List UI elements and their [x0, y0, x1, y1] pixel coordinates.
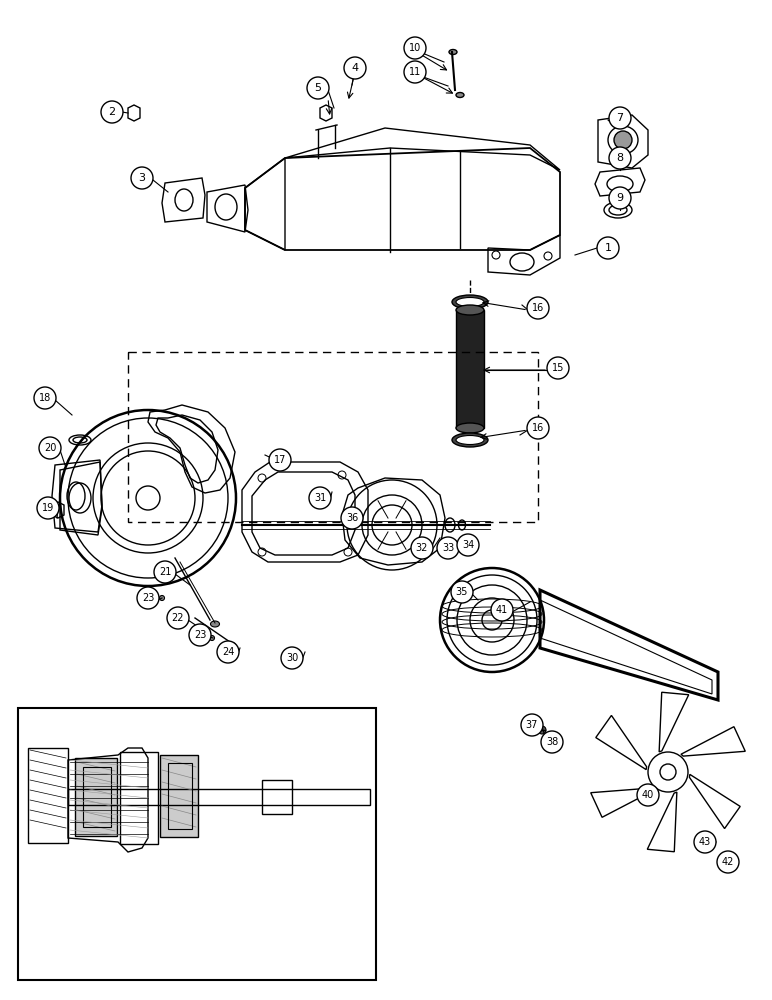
Text: 15: 15: [552, 363, 564, 373]
Text: 23: 23: [142, 593, 154, 603]
Text: 40: 40: [642, 790, 654, 800]
Ellipse shape: [456, 298, 484, 306]
Circle shape: [269, 449, 291, 471]
Bar: [128, 352, 538, 522]
Text: 10: 10: [409, 43, 421, 53]
Ellipse shape: [209, 636, 215, 641]
Ellipse shape: [449, 49, 457, 54]
Text: 20: 20: [44, 443, 56, 453]
Text: 22: 22: [171, 613, 185, 623]
Text: 43: 43: [699, 837, 711, 847]
Text: 21: 21: [159, 567, 171, 577]
Circle shape: [541, 731, 563, 753]
Circle shape: [521, 714, 543, 736]
Bar: [83, 767, 111, 827]
Text: 30: 30: [286, 653, 298, 663]
Circle shape: [609, 187, 631, 209]
Circle shape: [609, 147, 631, 169]
Circle shape: [309, 487, 331, 509]
Circle shape: [491, 599, 513, 621]
Text: 9: 9: [616, 193, 624, 203]
Circle shape: [637, 784, 659, 806]
Circle shape: [411, 537, 433, 559]
Circle shape: [437, 537, 459, 559]
Circle shape: [281, 647, 303, 669]
Text: 16: 16: [532, 423, 544, 433]
Bar: [456, 310, 484, 428]
Text: 4: 4: [351, 63, 358, 73]
Text: 23: 23: [194, 630, 206, 640]
Ellipse shape: [614, 131, 632, 149]
Text: 17: 17: [274, 455, 286, 465]
Text: 8: 8: [616, 153, 624, 163]
Text: 19: 19: [42, 503, 54, 513]
Ellipse shape: [229, 643, 235, 648]
Bar: [28, 748, 68, 843]
Circle shape: [527, 297, 549, 319]
Ellipse shape: [211, 621, 219, 627]
Text: 24: 24: [222, 647, 234, 657]
Ellipse shape: [456, 305, 484, 315]
Circle shape: [217, 641, 239, 663]
Text: 5: 5: [314, 83, 321, 93]
Circle shape: [39, 437, 61, 459]
Circle shape: [137, 587, 159, 609]
Ellipse shape: [728, 855, 736, 861]
Bar: [120, 752, 158, 844]
Circle shape: [167, 607, 189, 629]
Circle shape: [547, 357, 569, 379]
Circle shape: [457, 534, 479, 556]
Ellipse shape: [452, 433, 488, 447]
Bar: [68, 789, 370, 805]
Text: 7: 7: [616, 113, 624, 123]
Circle shape: [694, 831, 716, 853]
Circle shape: [451, 581, 473, 603]
Text: 2: 2: [108, 107, 116, 117]
Circle shape: [527, 417, 549, 439]
Text: 38: 38: [546, 737, 558, 747]
Circle shape: [34, 387, 56, 409]
Text: 41: 41: [496, 605, 508, 615]
Circle shape: [131, 167, 153, 189]
Text: 37: 37: [526, 720, 538, 730]
Circle shape: [189, 624, 211, 646]
Ellipse shape: [456, 423, 484, 433]
Text: 11: 11: [409, 67, 421, 77]
Bar: [75, 758, 117, 836]
Ellipse shape: [160, 595, 164, 600]
Text: 1: 1: [604, 243, 611, 253]
Circle shape: [717, 851, 739, 873]
Bar: [18, 708, 376, 980]
Text: 3: 3: [138, 173, 145, 183]
Text: 42: 42: [722, 857, 734, 867]
Circle shape: [37, 497, 59, 519]
Bar: [262, 780, 292, 814]
Bar: [168, 763, 192, 829]
Circle shape: [344, 57, 366, 79]
Bar: [160, 755, 198, 837]
Text: 34: 34: [462, 540, 474, 550]
Ellipse shape: [456, 93, 464, 98]
Circle shape: [154, 561, 176, 583]
Text: 32: 32: [416, 543, 428, 553]
Text: 18: 18: [39, 393, 51, 403]
Circle shape: [404, 61, 426, 83]
Circle shape: [549, 742, 555, 748]
Circle shape: [597, 237, 619, 259]
Circle shape: [341, 507, 363, 529]
Text: 33: 33: [442, 543, 454, 553]
Text: 16: 16: [532, 303, 544, 313]
Circle shape: [538, 726, 546, 734]
Circle shape: [609, 107, 631, 129]
Text: 35: 35: [455, 587, 468, 597]
Ellipse shape: [452, 295, 488, 309]
Circle shape: [101, 101, 123, 123]
Circle shape: [307, 77, 329, 99]
Ellipse shape: [706, 838, 713, 842]
Ellipse shape: [456, 436, 484, 444]
Text: 31: 31: [314, 493, 326, 503]
Circle shape: [404, 37, 426, 59]
Text: 36: 36: [346, 513, 358, 523]
